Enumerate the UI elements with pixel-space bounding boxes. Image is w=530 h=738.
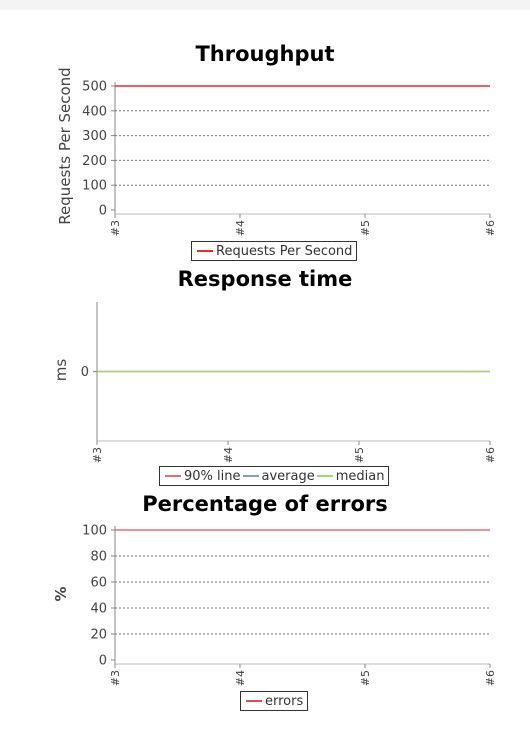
x-tick-label: #3: [109, 220, 122, 236]
y-axis-label: %: [52, 586, 70, 601]
y-tick-label: 0: [99, 204, 107, 219]
x-tick-label: #5: [359, 670, 372, 686]
legend-swatch: [197, 249, 213, 252]
y-tick-label: 80: [90, 550, 107, 565]
response-time-title: Response time: [177, 267, 353, 291]
response-time-legend: 90% line average median: [159, 466, 390, 487]
x-tick-label: #4: [222, 447, 235, 463]
legend-entry: 90% line: [163, 467, 241, 487]
legend-swatch: [316, 474, 333, 477]
x-tick-label: #6: [484, 220, 497, 236]
y-tick-label: 0: [99, 654, 107, 669]
legend-swatch: [242, 474, 259, 477]
x-tick-label: #5: [353, 447, 366, 463]
legend-label: errors: [265, 694, 304, 709]
y-tick-label: 0: [81, 365, 89, 380]
throughput-chart: 0 100 200 300 400 500 #3 #4 #5 #6 Requests Per Sec…: [0, 0, 530, 270]
legend-entry: average: [241, 467, 315, 487]
throughput-plot: 0 100 200 300 400 500 #3 #4 #5 #6 Requests Per Sec…: [56, 67, 497, 236]
legend-swatch: [165, 474, 181, 477]
y-tick-label: 20: [90, 628, 107, 643]
legend-label: average: [261, 469, 315, 484]
x-tick-label: #4: [234, 670, 247, 686]
legend-entry: errors: [244, 692, 303, 712]
x-tick-label: #6: [484, 670, 497, 686]
y-tick-label: 500: [82, 80, 107, 95]
x-tick-label: #5: [359, 220, 372, 236]
legend-entry: median: [315, 467, 385, 487]
legend-entry: Requests Per Second: [195, 242, 352, 262]
y-axis-label: ms: [52, 359, 70, 382]
x-tick-label: #3: [109, 670, 122, 686]
legend-label: 90% line: [184, 469, 241, 484]
y-tick-label: 60: [90, 576, 107, 591]
legend-label: median: [335, 469, 385, 484]
legend-swatch: [246, 699, 262, 702]
errors-legend: errors: [240, 691, 309, 712]
y-tick-label: 100: [82, 179, 107, 194]
x-tick-label: #3: [91, 447, 104, 463]
y-tick-label: 40: [90, 602, 107, 617]
errors-title: Percentage of errors: [142, 492, 388, 516]
throughput-title: Throughput: [195, 42, 335, 66]
y-tick-label: 200: [82, 154, 107, 169]
y-tick-label: 400: [82, 104, 107, 119]
x-tick-label: #4: [234, 220, 247, 236]
y-tick-label: 300: [82, 129, 107, 144]
y-tick-label: 100: [82, 524, 107, 539]
x-tick-label: #6: [484, 447, 497, 463]
y-axis-label: Requests Per Second: [56, 67, 74, 224]
top-bar: [0, 0, 530, 10]
throughput-legend: Requests Per Second: [191, 241, 358, 262]
legend-label: Requests Per Second: [216, 244, 353, 259]
